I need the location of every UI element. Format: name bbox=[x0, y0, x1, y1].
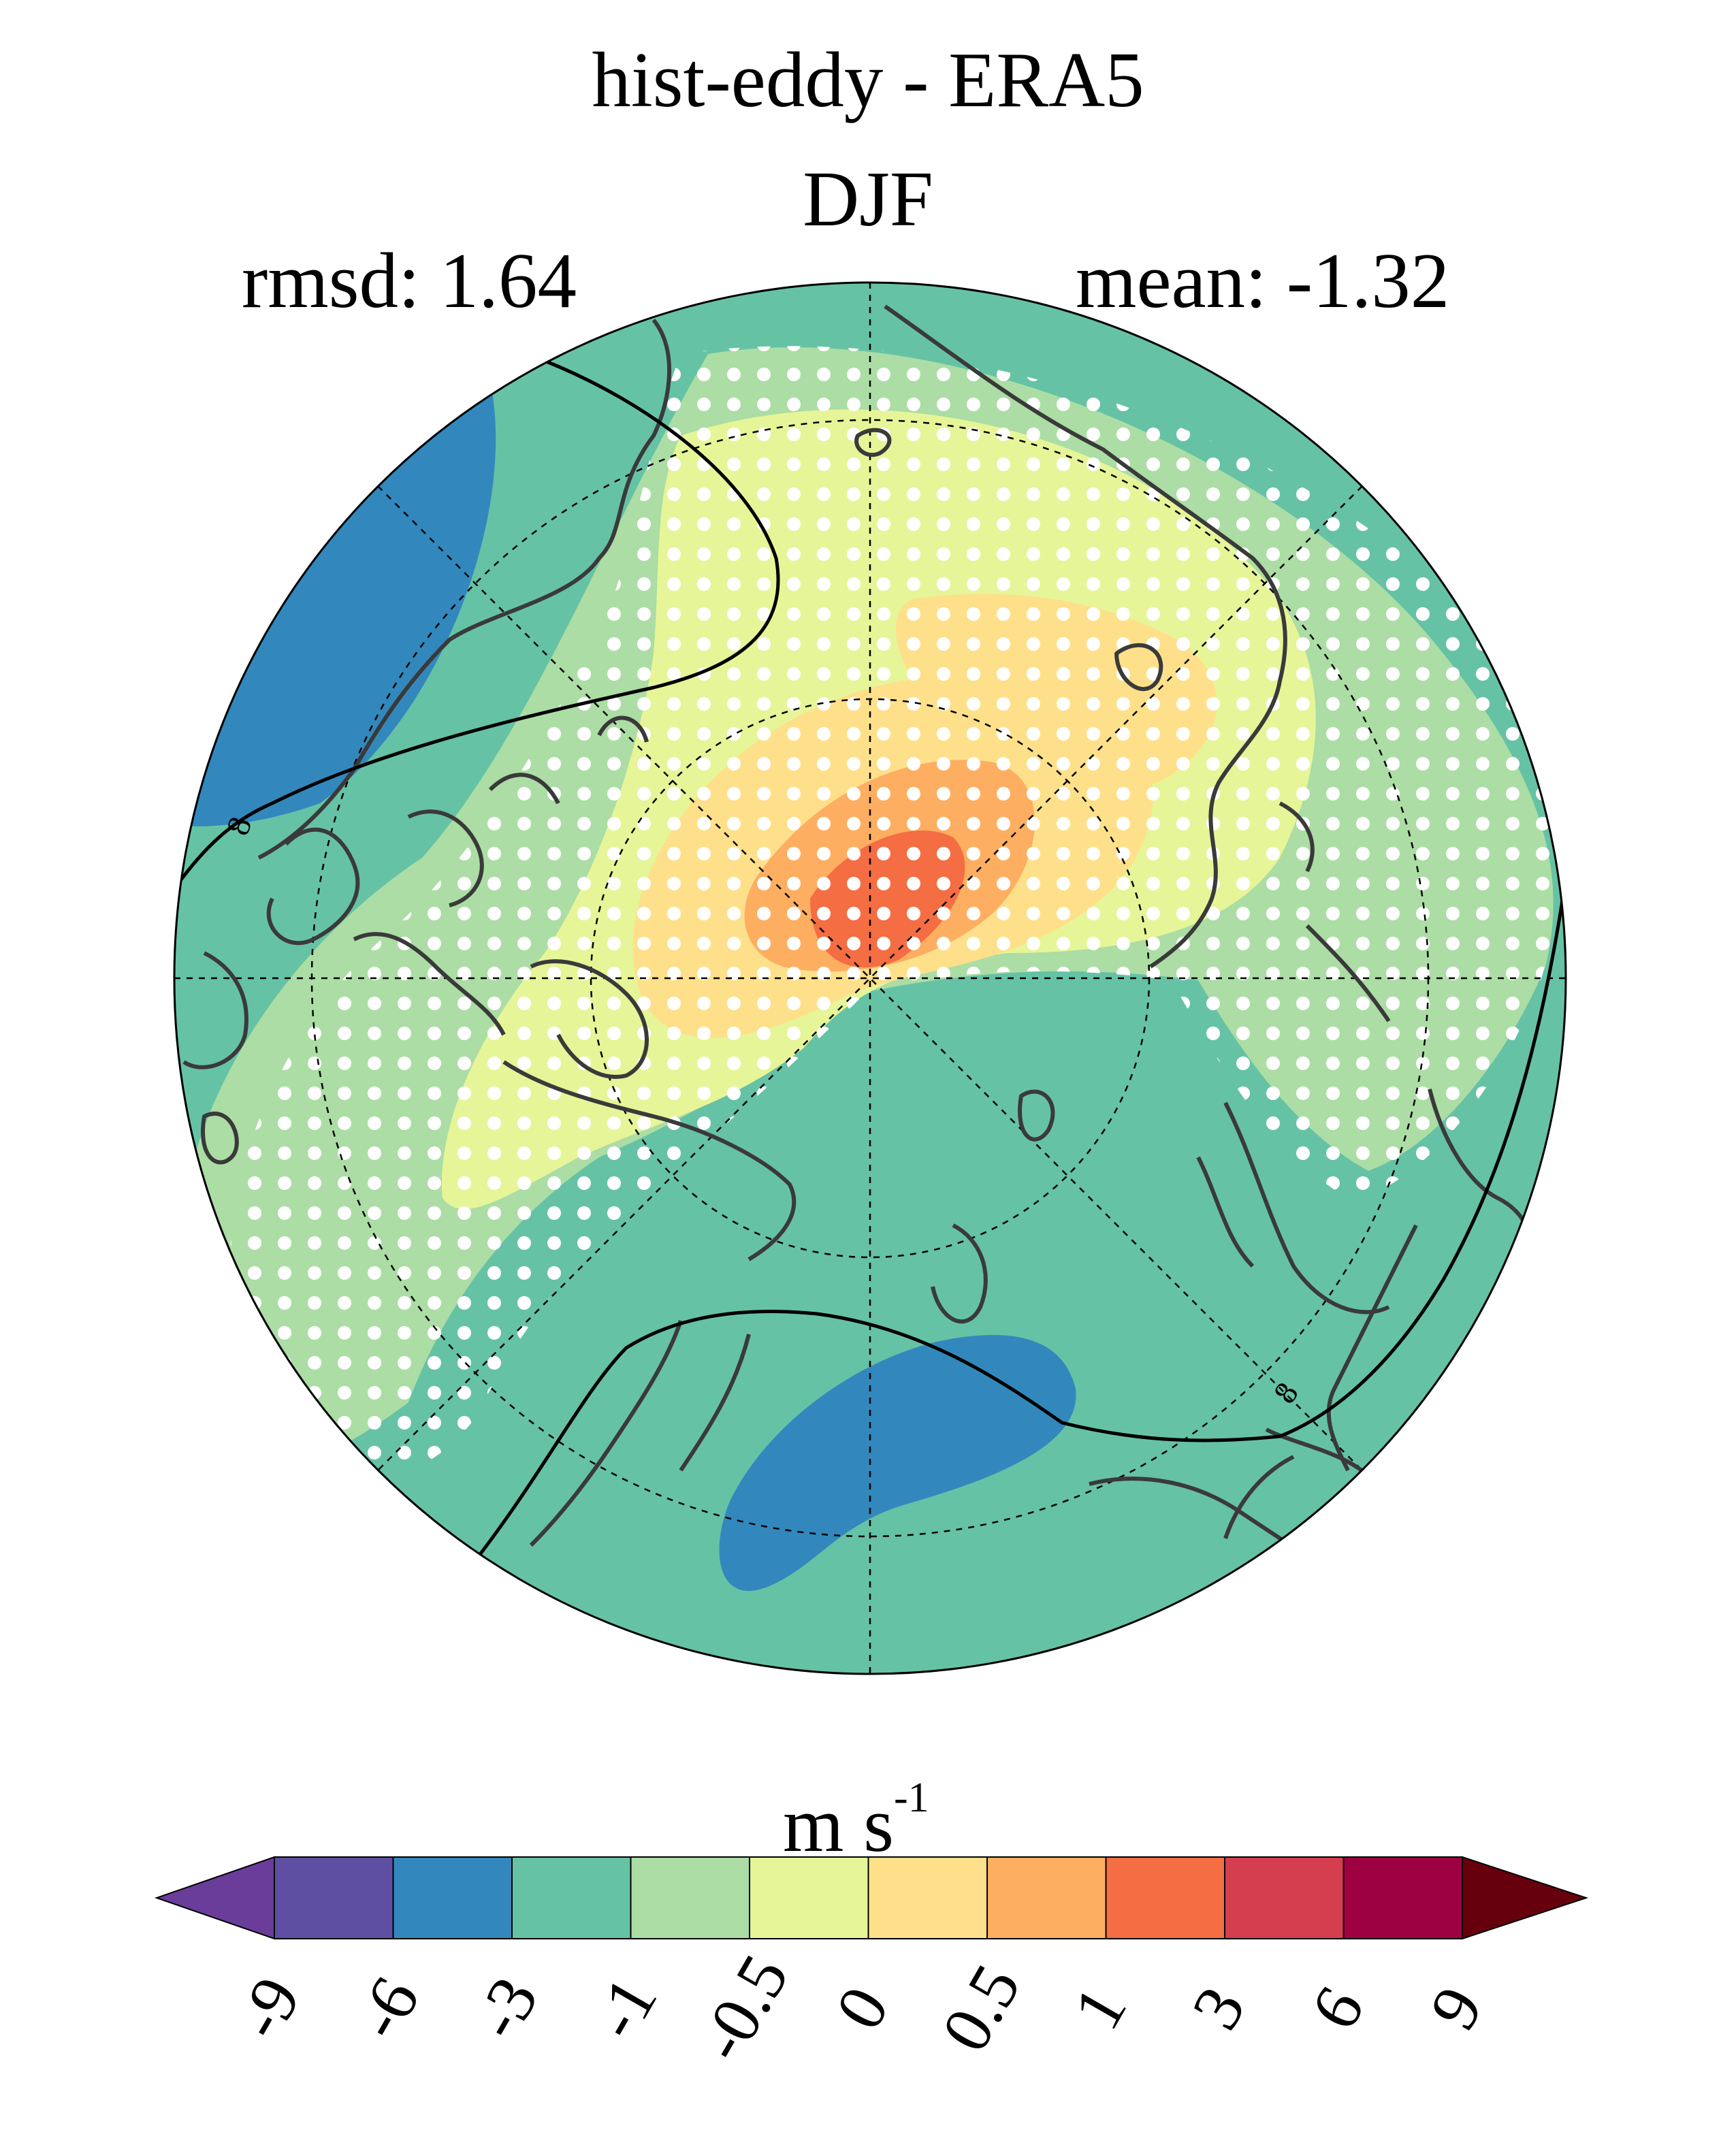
colorbar-box bbox=[1105, 1856, 1225, 1939]
colorbar-tick-labels: -9 -6 -3 -1 -0.5 0 0.5 1 3 6 9 bbox=[221, 1942, 1497, 2073]
colorbar-tick-label: 0.5 bbox=[927, 1952, 1035, 2064]
colorbar-box bbox=[867, 1856, 988, 1939]
units-exponent: -1 bbox=[893, 1775, 929, 1821]
colorbar-box bbox=[274, 1856, 394, 1939]
colorbar-box bbox=[630, 1856, 750, 1939]
colorbar-tick-label: 6 bbox=[1296, 1974, 1379, 2042]
colorbar-under-triangle bbox=[154, 1856, 275, 1940]
mean-label: mean: -1.32 bbox=[1076, 238, 1450, 324]
colorbar-over-triangle bbox=[1462, 1856, 1589, 1940]
colorbar-tick-label: -9 bbox=[221, 1965, 315, 2052]
colorbar-boxes bbox=[154, 1856, 1589, 1940]
units-base: m s bbox=[783, 1781, 894, 1868]
colorbar-tick-label: 1 bbox=[1059, 1974, 1141, 2042]
colorbar-box bbox=[511, 1856, 632, 1939]
colorbar-box bbox=[749, 1856, 869, 1939]
colorbar-units: m s-1 bbox=[783, 1777, 929, 1864]
field-neg-atlantic bbox=[719, 1335, 1076, 1592]
colorbar-box bbox=[392, 1856, 513, 1939]
colorbar-tick-label: -1 bbox=[577, 1965, 671, 2052]
colorbar-box bbox=[1343, 1856, 1463, 1939]
graticule bbox=[174, 283, 1566, 1674]
colorbar-box bbox=[1224, 1856, 1345, 1939]
map-boundary bbox=[173, 281, 1567, 1675]
colorbar-tick-label: 9 bbox=[1415, 1974, 1497, 2042]
reference-contour bbox=[176, 359, 1566, 1560]
colorbar-tick-label: -6 bbox=[340, 1965, 434, 2052]
colorbar-tick-label: -3 bbox=[459, 1965, 553, 2052]
rmsd-label: rmsd: 1.64 bbox=[242, 238, 577, 324]
season-label: DJF bbox=[803, 156, 933, 242]
colorbar-tick-label: 3 bbox=[1177, 1974, 1259, 2042]
coastlines bbox=[182, 304, 1532, 1581]
stipple-region bbox=[230, 346, 1558, 1483]
colorbar-tick-label: -0.5 bbox=[684, 1942, 803, 2073]
colorbar-tick-label: 0 bbox=[821, 1974, 903, 2042]
figure-title: hist-eddy - ERA5 bbox=[592, 37, 1144, 123]
colorbar-box bbox=[986, 1856, 1107, 1939]
